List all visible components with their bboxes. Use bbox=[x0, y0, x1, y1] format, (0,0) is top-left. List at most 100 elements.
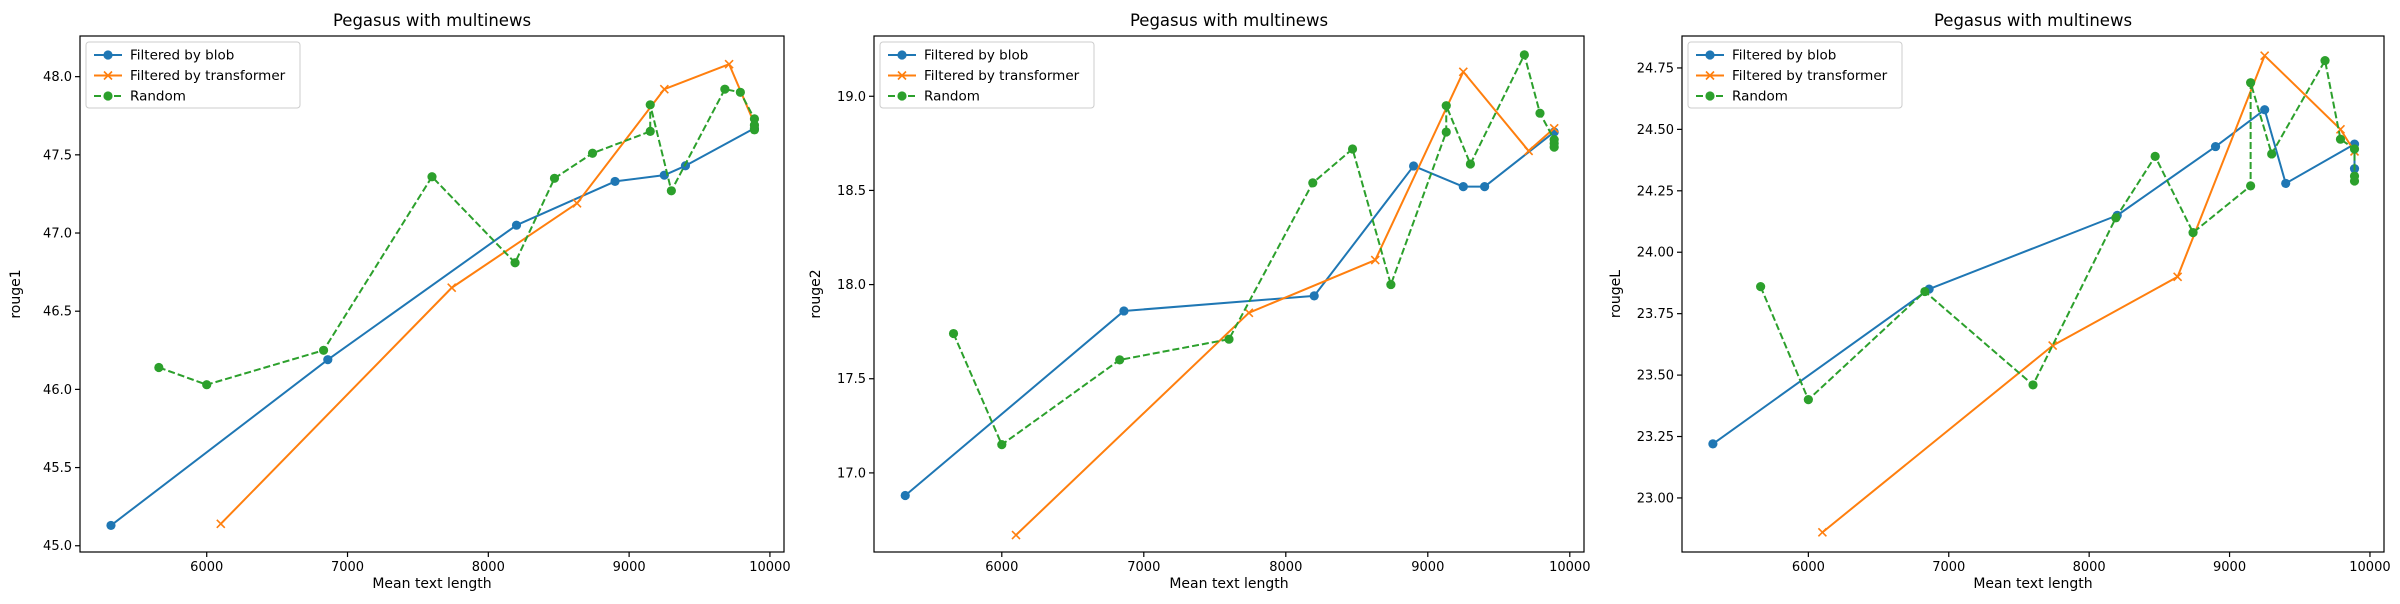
data-point bbox=[1409, 161, 1419, 171]
legend-swatch-marker bbox=[1705, 91, 1715, 101]
y-tick-label: 23.75 bbox=[1637, 307, 1674, 322]
data-point bbox=[1441, 101, 1451, 111]
y-tick-label: 24.75 bbox=[1637, 61, 1674, 76]
data-point bbox=[1519, 50, 1529, 60]
data-point bbox=[1708, 439, 1718, 449]
x-tick-label: 10000 bbox=[2349, 560, 2390, 575]
chart-title-rouge1: Pegasus with multinews bbox=[333, 11, 531, 30]
legend-swatch-marker bbox=[897, 70, 907, 81]
data-point bbox=[1309, 291, 1319, 301]
chart-panel-rougeL: Pegasus with multinews 6000 7000 8000 9000 10… bbox=[1600, 0, 2400, 600]
data-point bbox=[2267, 149, 2277, 159]
data-point bbox=[2246, 181, 2256, 191]
y-axis-label: rouge1 bbox=[8, 269, 24, 318]
legend-item: Random bbox=[1696, 89, 1788, 105]
legend: Filtered by blob Filtered by transformer R… bbox=[879, 41, 1095, 109]
data-point bbox=[2188, 227, 2198, 238]
chart-svg-rouge2: Pegasus with multinews 6000 7000 8000 9000 10… bbox=[808, 11, 1590, 592]
x-tick-label: 9000 bbox=[2213, 560, 2246, 575]
legend-item: Filtered by blob bbox=[888, 48, 1028, 64]
legend-label: Filtered by transformer bbox=[924, 68, 1080, 84]
y-tick-label: 46.5 bbox=[43, 305, 72, 320]
legend-label: Random bbox=[924, 89, 980, 105]
data-point bbox=[1920, 286, 1930, 297]
data-point bbox=[1480, 182, 1490, 192]
data-point bbox=[154, 362, 164, 373]
data-point bbox=[1115, 355, 1125, 365]
series-line-filtered-by-transformer bbox=[1821, 54, 2356, 534]
y-tick-label: 18.0 bbox=[837, 278, 866, 293]
y-tick-label: 45.5 bbox=[43, 461, 72, 476]
data-point bbox=[2111, 213, 2121, 223]
y-tick-label: 24.50 bbox=[1637, 123, 1674, 138]
x-tick-label: 7000 bbox=[331, 560, 364, 575]
legend-label: Filtered by transformer bbox=[130, 68, 286, 84]
x-tick-label: 10000 bbox=[1549, 560, 1590, 575]
data-point bbox=[2210, 141, 2221, 152]
chart-panel-rouge2: Pegasus with multinews 6000 7000 8000 9000 10… bbox=[800, 0, 1600, 600]
x-tick-label: 9000 bbox=[613, 560, 646, 575]
data-point bbox=[1347, 144, 1358, 154]
data-point bbox=[2349, 144, 2360, 154]
legend: Filtered by blob Filtered by transformer R… bbox=[1687, 41, 1903, 109]
legend-label: Random bbox=[130, 89, 186, 105]
data-point bbox=[666, 186, 676, 196]
data-point bbox=[1465, 159, 1475, 169]
data-point bbox=[997, 440, 1007, 450]
data-point bbox=[1817, 527, 1827, 537]
data-point bbox=[1386, 279, 1396, 290]
legend-item: Filtered by blob bbox=[1696, 48, 1836, 64]
x-tick-label: 9000 bbox=[1411, 560, 1444, 575]
chart-title-rouge2: Pegasus with multinews bbox=[1130, 11, 1328, 30]
y-tick-label: 18.5 bbox=[837, 184, 866, 199]
data-point bbox=[1119, 306, 1129, 316]
plot-area-rougel bbox=[1708, 51, 2360, 537]
data-point bbox=[2246, 78, 2256, 88]
data-point bbox=[1011, 530, 1021, 540]
data-point bbox=[2260, 105, 2270, 115]
x-tick-label: 6000 bbox=[985, 560, 1018, 575]
legend-item: Random bbox=[888, 89, 980, 105]
y-tick-label: 23.25 bbox=[1637, 430, 1674, 445]
legend-item: Random bbox=[94, 89, 186, 105]
axes-frame bbox=[79, 35, 785, 553]
data-point bbox=[447, 283, 457, 293]
data-point bbox=[427, 172, 437, 182]
data-point bbox=[1524, 146, 1534, 156]
data-point bbox=[2028, 380, 2038, 390]
data-point bbox=[572, 198, 582, 208]
legend-swatch-marker bbox=[897, 50, 907, 60]
legend-label: Filtered by transformer bbox=[1732, 68, 1888, 84]
x-tick-label: 8000 bbox=[2073, 560, 2106, 575]
data-point bbox=[948, 328, 959, 339]
y-tick-label: 46.0 bbox=[43, 383, 72, 398]
data-point bbox=[645, 100, 655, 110]
y-tick-label: 47.0 bbox=[43, 227, 72, 242]
data-point bbox=[659, 84, 669, 94]
data-point bbox=[900, 490, 910, 501]
series-line-filtered-by-blob bbox=[110, 127, 755, 527]
data-point bbox=[2173, 272, 2183, 282]
series-line-filtered-by-transformer bbox=[1015, 70, 1555, 536]
x-axis-label: Mean text length bbox=[1169, 576, 1288, 592]
chart-panel-rouge1: Pegasus with multinews 6000 7000 8000 9000 10… bbox=[0, 0, 800, 600]
legend-label: Filtered by blob bbox=[1732, 48, 1836, 64]
y-tick-label: 45.0 bbox=[43, 539, 72, 554]
chart-svg-rouge1: Pegasus with multinews 6000 7000 8000 9000 10… bbox=[8, 11, 791, 592]
data-point bbox=[318, 345, 329, 355]
x-tick-label: 10000 bbox=[749, 560, 790, 575]
y-axis-label: rougeL bbox=[1608, 270, 1624, 318]
y-tick-label: 48.0 bbox=[43, 70, 72, 85]
axes-frame bbox=[1681, 35, 2385, 553]
series-line-random bbox=[158, 88, 756, 386]
legend-item: Filtered by transformer bbox=[94, 68, 286, 84]
data-point bbox=[323, 355, 333, 365]
plot-area-rouge2 bbox=[900, 50, 1559, 540]
legend-label: Filtered by blob bbox=[924, 48, 1028, 64]
data-point bbox=[2048, 341, 2058, 351]
data-point bbox=[749, 125, 760, 135]
x-tick-label: 8000 bbox=[1269, 560, 1302, 575]
data-point bbox=[1458, 67, 1468, 77]
data-point bbox=[1535, 108, 1545, 118]
